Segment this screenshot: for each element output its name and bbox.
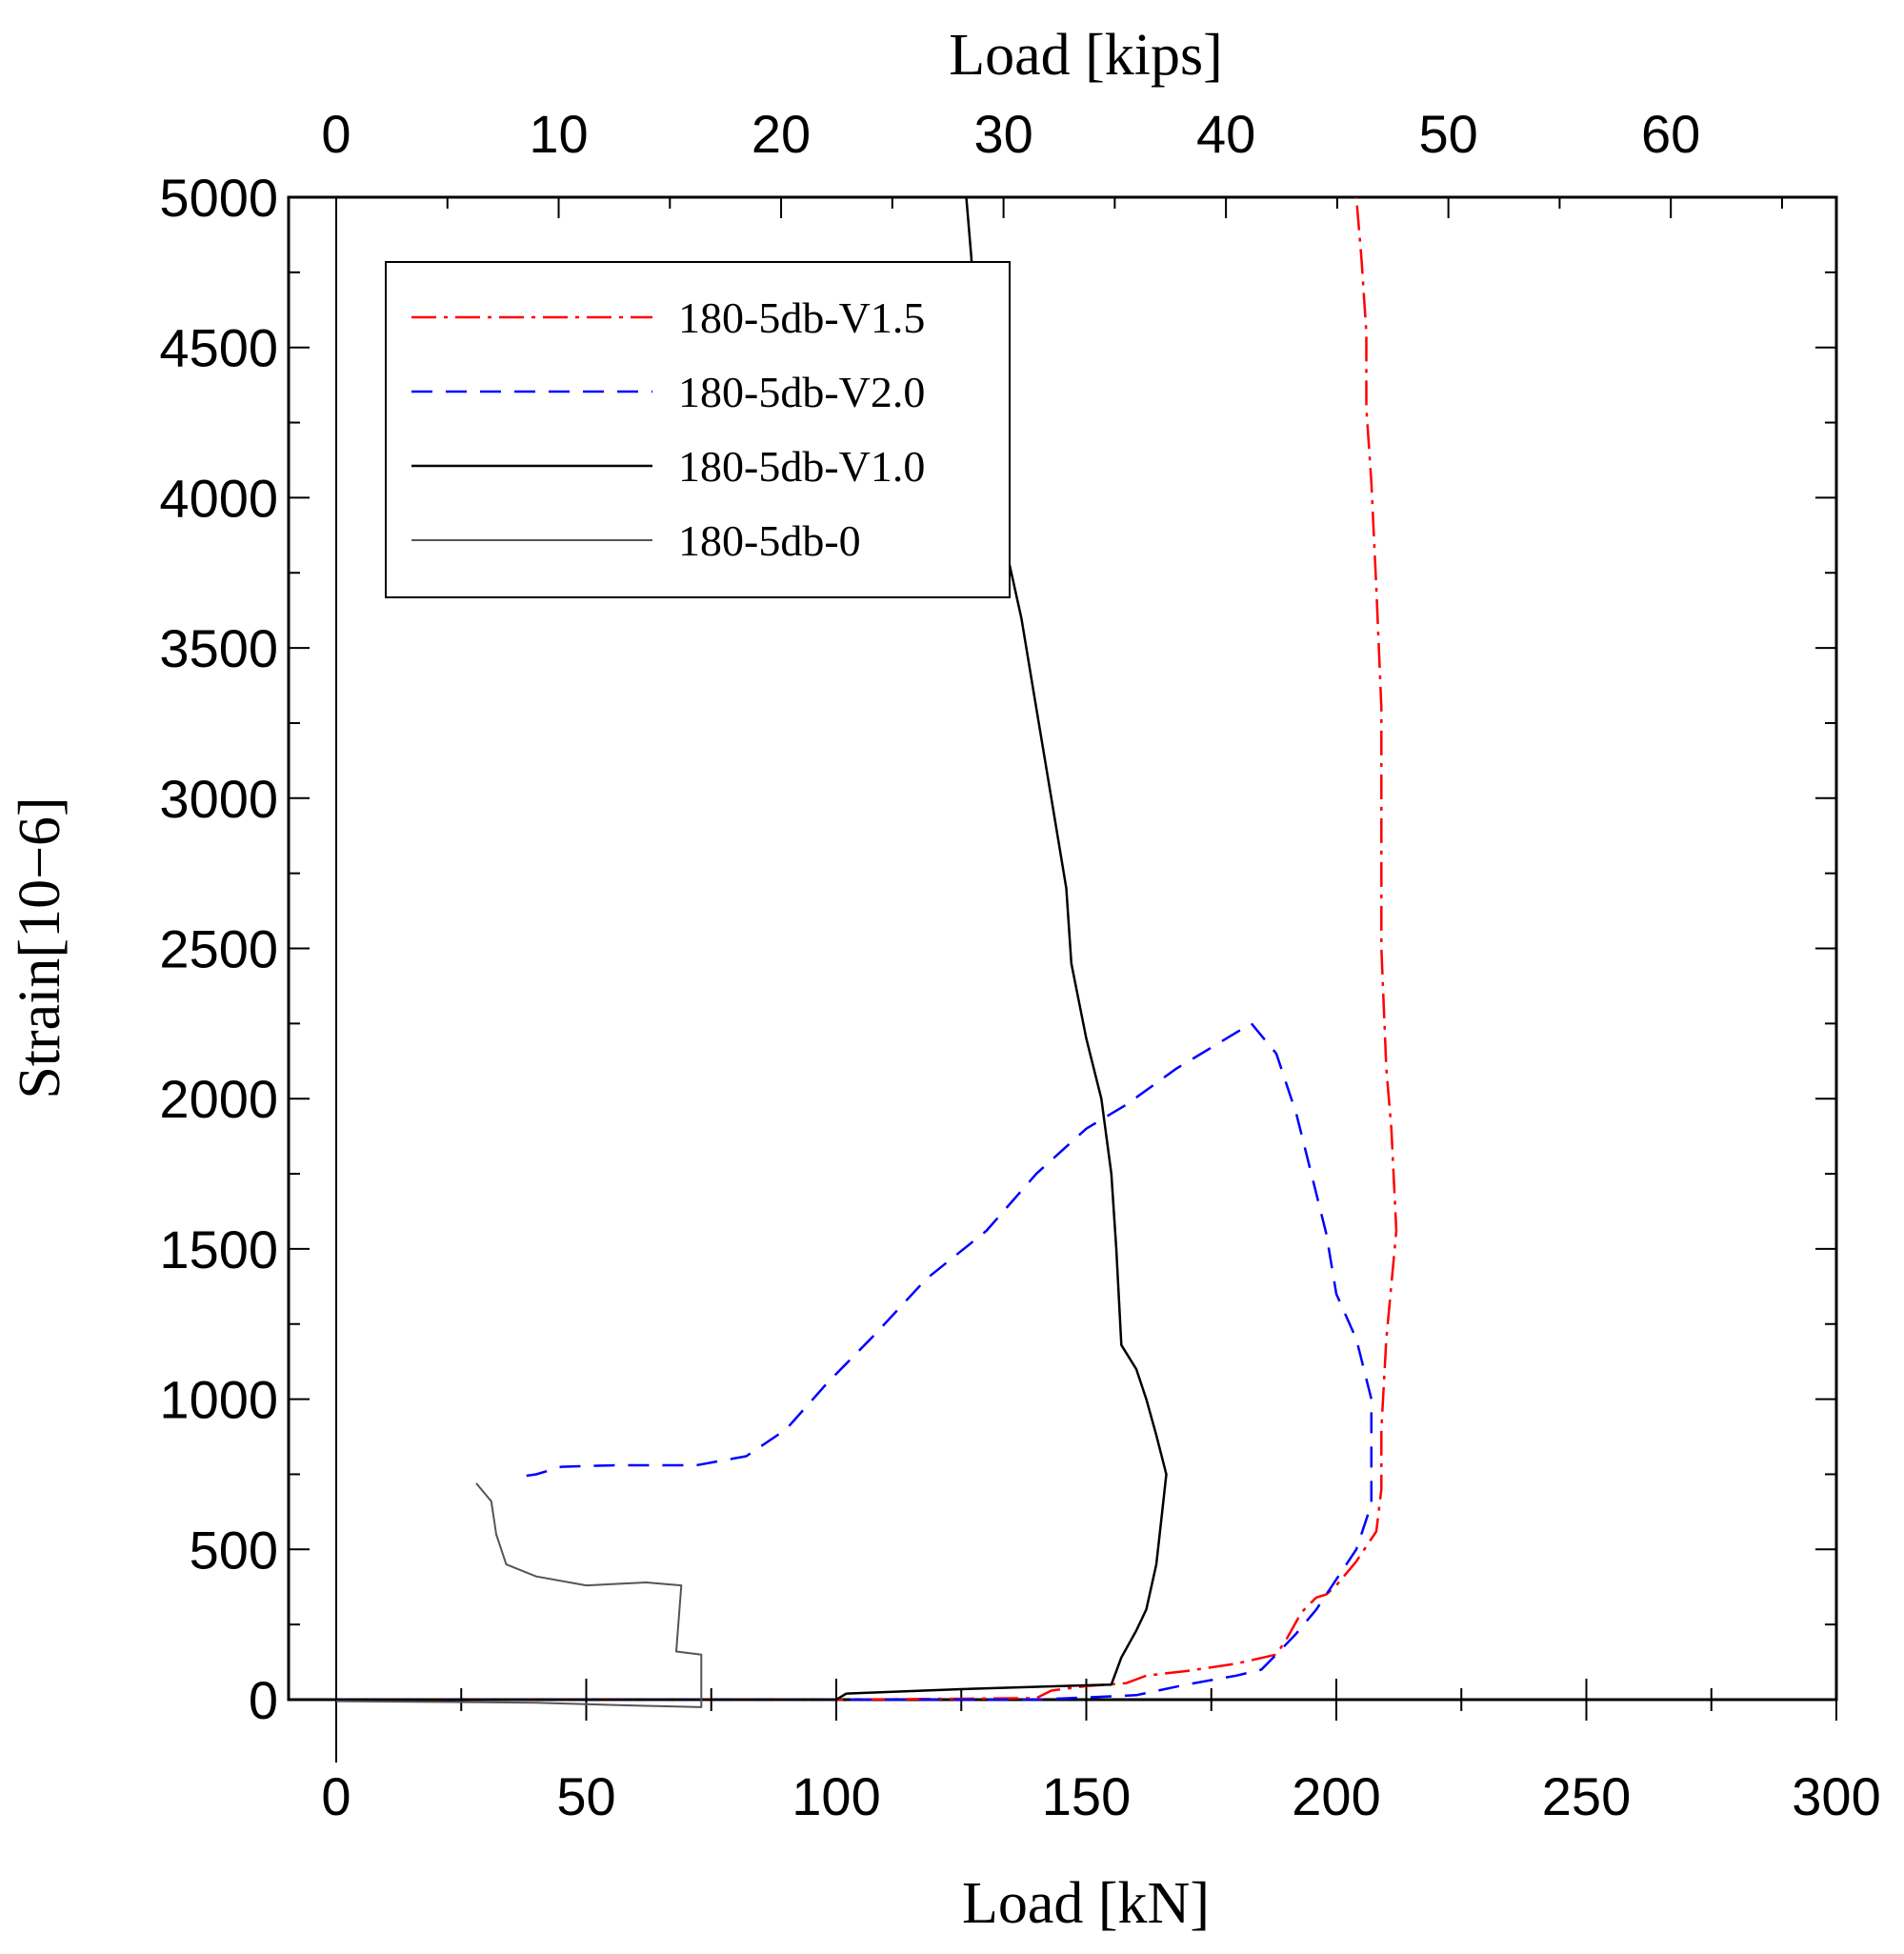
legend-items: 180-5db-V1.5 180-5db-V2.0 180-5db-V1.0 180-… (411, 293, 925, 565)
y-tick-label-4000: 4000 (159, 468, 278, 528)
y-tick-label-4500: 4500 (159, 318, 278, 378)
x-tick-label-300: 300 (1792, 1766, 1880, 1826)
y-tick-label-5000: 5000 (159, 168, 278, 228)
tick-labels: 0 50 100 150 200 250 3000 10 20 30 40 50 60050010001… (159, 104, 1880, 1826)
x-tick-label-250: 250 (1542, 1766, 1631, 1826)
legend-label-180-5db-V1.5: 180-5db-V1.5 (678, 293, 925, 342)
x-axis-top-title: Load [kips] (949, 23, 1223, 88)
x-tick-label-50: 50 (556, 1766, 615, 1826)
x-tick-label-200: 200 (1292, 1766, 1380, 1826)
y-axis-title: Strain[10−6] (8, 796, 72, 1098)
x-tick-label-100: 100 (792, 1766, 880, 1826)
x-top-tick-label-0: 0 (321, 104, 351, 164)
y-tick-label-1500: 1500 (159, 1219, 278, 1279)
y-tick-label-500: 500 (190, 1520, 278, 1580)
legend-label-180-5db-0: 180-5db-0 (678, 516, 861, 565)
x-tick-label-150: 150 (1042, 1766, 1131, 1826)
x-tick-label-0: 0 (321, 1766, 351, 1826)
series-line-180-5db-V1.5 (336, 196, 1398, 1702)
x-top-tick-label-60: 60 (1641, 104, 1700, 164)
x-top-tick-label-10: 10 (529, 104, 588, 164)
series-line-180-5db-V1.0 (336, 196, 1168, 1702)
series-line-180-5db-V2.0 (336, 1022, 1373, 1702)
y-tick-label-0: 0 (249, 1670, 278, 1730)
series-line-180-5db-0 (335, 1482, 703, 1708)
x-top-tick-label-20: 20 (752, 104, 811, 164)
y-tick-label-3000: 3000 (159, 769, 278, 829)
y-tick-label-2500: 2500 (159, 919, 278, 979)
x-top-tick-label-50: 50 (1419, 104, 1478, 164)
y-tick-label-2000: 2000 (159, 1069, 278, 1129)
y-tick-label-3500: 3500 (159, 618, 278, 678)
x-top-tick-label-40: 40 (1196, 104, 1255, 164)
legend-label-180-5db-V1.0: 180-5db-V1.0 (678, 442, 925, 491)
y-tick-label-1000: 1000 (159, 1370, 278, 1430)
tick-marks (289, 196, 1837, 1721)
legend: 180-5db-V1.5 180-5db-V2.0 180-5db-V1.0 180-… (385, 261, 1011, 598)
x-axis-title: Load [kN] (962, 1871, 1210, 1936)
legend-label-180-5db-V2.0: 180-5db-V2.0 (678, 368, 925, 416)
series-layer (335, 196, 1398, 1708)
x-top-tick-label-30: 30 (973, 104, 1032, 164)
